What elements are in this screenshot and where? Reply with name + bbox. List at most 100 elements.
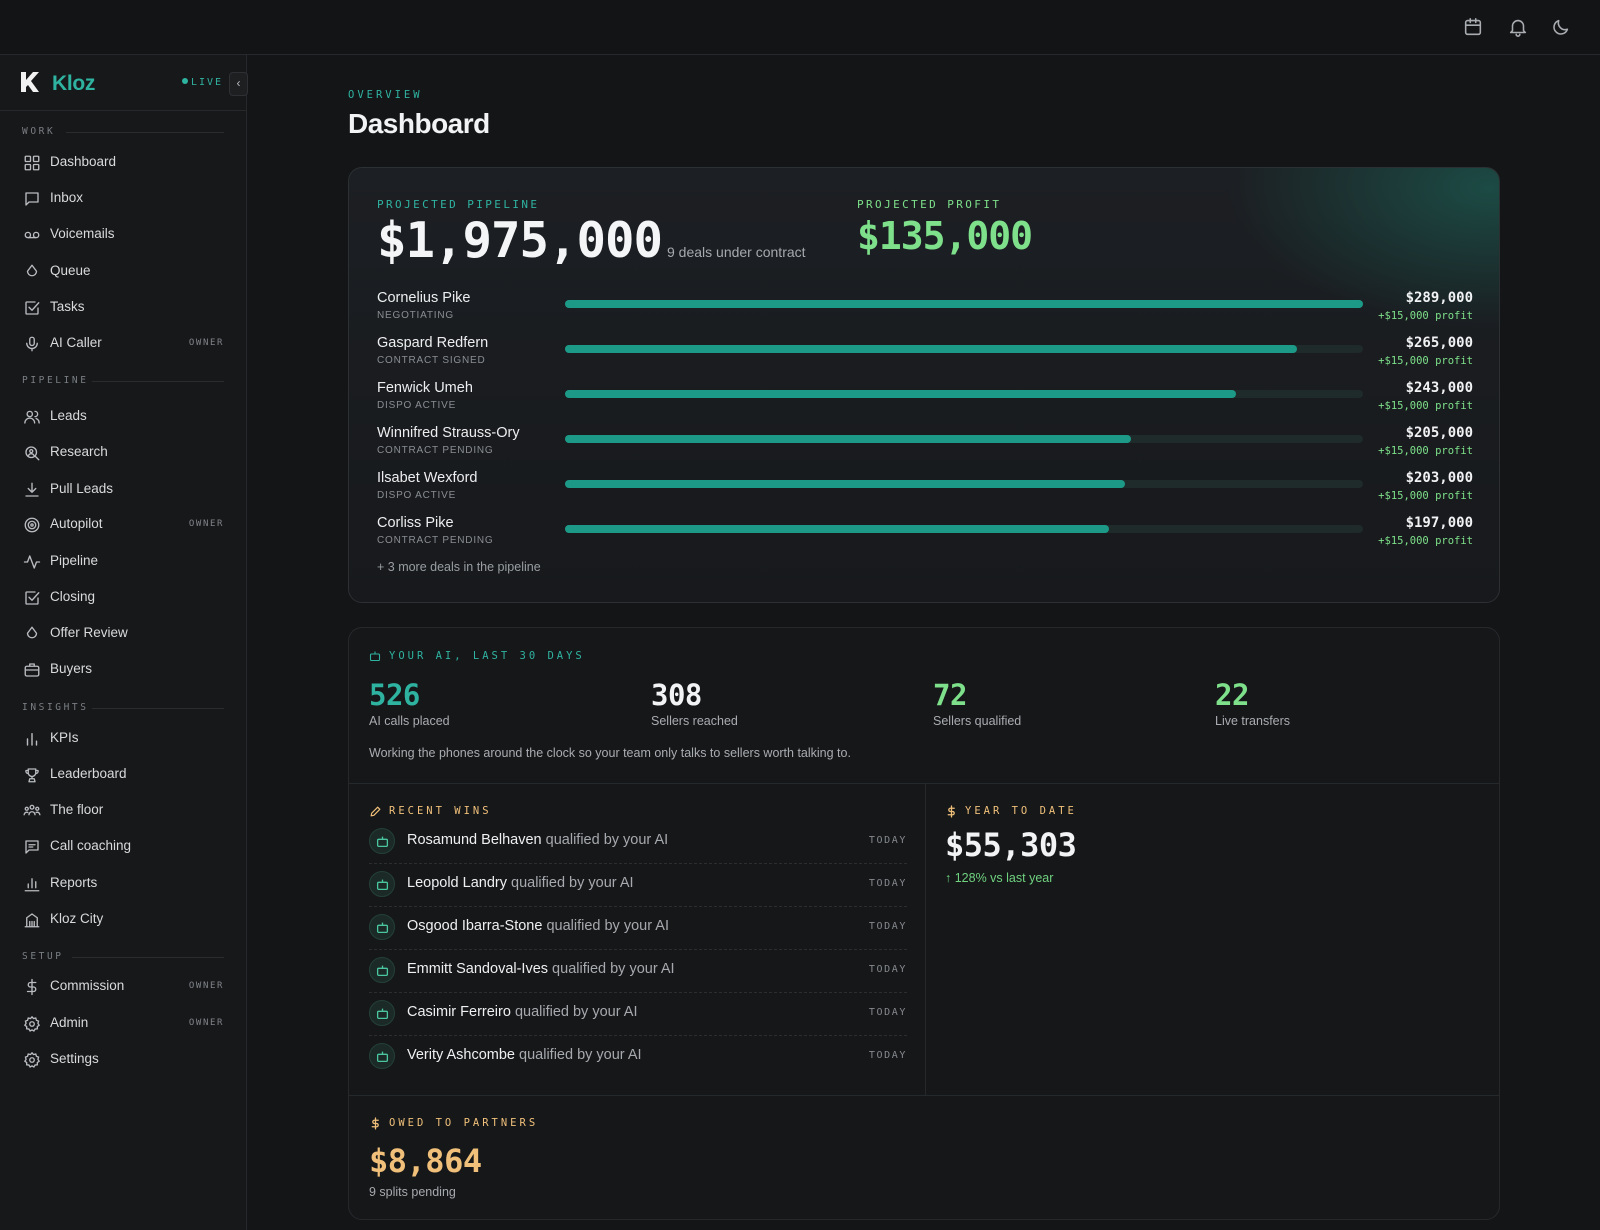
arrow-up-icon: ↑ — [945, 871, 955, 885]
sidebar-item-tasks[interactable]: Tasks — [14, 292, 234, 324]
sidebar-item-label: Inbox — [50, 190, 84, 205]
dollar-icon — [369, 1117, 382, 1130]
sidebar-item-pipeline[interactable]: Pipeline — [14, 546, 234, 578]
win-action: qualified by your AI — [542, 918, 669, 934]
profit-value: $135,000 — [857, 214, 1033, 258]
deal-progress-fill — [565, 525, 1110, 533]
live-status: LIVE — [182, 77, 223, 88]
sidebar-item-autopilot[interactable]: Autopilot OWNER — [14, 509, 234, 541]
deal-row[interactable]: Cornelius Pike NEGOTIATING $289,000 +$15… — [377, 290, 1473, 330]
win-time: TODAY — [868, 964, 907, 975]
sidebar-item-label: Pipeline — [50, 553, 99, 568]
deal-row[interactable]: Winnifred Strauss-Ory CONTRACT PENDING $… — [377, 425, 1473, 465]
deal-status: NEGOTIATING — [377, 310, 454, 321]
sidebar-item-inbox[interactable]: Inbox — [14, 183, 234, 215]
sidebar-item-label: Research — [50, 444, 108, 459]
list-item[interactable]: Rosamund Belhaven qualified by your AI T… — [369, 821, 907, 864]
ytd-label: YEAR TO DATE — [965, 805, 1077, 817]
robot-icon — [376, 1008, 389, 1020]
deal-progress-track — [565, 525, 1363, 533]
section-setup: SETUP — [22, 951, 64, 962]
deal-amount: $205,000 — [1405, 425, 1473, 441]
deal-name: Ilsabet Wexford — [377, 470, 478, 486]
deal-row[interactable]: Fenwick Umeh DISPO ACTIVE $243,000 +$15,… — [377, 380, 1473, 420]
sidebar-item-label: Voicemails — [50, 226, 115, 241]
ytd-delta-text: 128% vs last year — [954, 871, 1054, 885]
sidebar-item-ai-caller[interactable]: AI Caller OWNER — [14, 328, 234, 360]
win-action: qualified by your AI — [510, 1004, 638, 1020]
list-item[interactable]: Verity Ashcombe qualified by your AI TOD… — [369, 1036, 907, 1079]
stat-calls-label: AI calls placed — [369, 714, 450, 728]
sidebar-item-label: Closing — [50, 589, 96, 604]
deal-progress-fill — [565, 435, 1131, 443]
sidebar-item-call-coaching[interactable]: Call coaching — [14, 831, 234, 863]
win-badge — [369, 957, 395, 983]
deal-progress-track — [565, 390, 1363, 398]
sidebar-item-voicemails[interactable]: Voicemails — [14, 219, 234, 251]
win-time: TODAY — [868, 1050, 907, 1061]
win-action: qualified by your AI — [515, 1047, 642, 1063]
deal-row[interactable]: Gaspard Redfern CONTRACT SIGNED $265,000… — [377, 335, 1473, 375]
moon-icon[interactable] — [1550, 16, 1572, 38]
sidebar-item-kloz-city[interactable]: Kloz City — [14, 904, 234, 936]
win-name: Rosamund Belhaven — [407, 832, 542, 848]
divider — [349, 1095, 1499, 1096]
sidebar-item-admin[interactable]: Admin OWNER — [14, 1008, 234, 1040]
deal-profit: +$15,000 profit — [1378, 310, 1473, 322]
collapse-sidebar-button[interactable]: ‹ — [229, 72, 248, 96]
win-text: Casimir Ferreiro qualified by your AI — [407, 1004, 637, 1020]
sidebar-item-settings[interactable]: Settings — [14, 1044, 234, 1076]
sidebar-item-closing[interactable]: Closing — [14, 582, 234, 614]
deal-progress-fill — [565, 345, 1297, 353]
deal-row[interactable]: Ilsabet Wexford DISPO ACTIVE $203,000 +$… — [377, 470, 1473, 510]
sidebar-item-leaderboard[interactable]: Leaderboard — [14, 759, 234, 791]
sidebar-item-dashboard[interactable]: Dashboard — [14, 147, 234, 179]
more-deals-link[interactable]: + 3 more deals in the pipeline — [377, 560, 541, 574]
deal-profit: +$15,000 profit — [1378, 400, 1473, 412]
sidebar-item-buyers[interactable]: Buyers — [14, 654, 234, 686]
deal-amount: $203,000 — [1405, 470, 1473, 486]
bell-icon[interactable] — [1507, 16, 1529, 38]
sidebar-item-label: Commission — [50, 978, 125, 993]
deal-amount: $289,000 — [1405, 290, 1473, 306]
section-insights: INSIGHTS — [22, 702, 89, 713]
win-text: Osgood Ibarra-Stone qualified by your AI — [407, 918, 669, 934]
calendar-icon[interactable] — [1462, 16, 1484, 38]
sidebar: Kloz LIVE ‹ WORK Dashboard Inbox Voicema… — [0, 55, 248, 1230]
sidebar-item-commission[interactable]: Commission OWNER — [14, 971, 234, 1003]
sidebar-item-the-floor[interactable]: The floor — [14, 795, 234, 827]
deal-profit: +$15,000 profit — [1378, 535, 1473, 547]
divider — [925, 783, 926, 1095]
sidebar-item-queue[interactable]: Queue — [14, 256, 234, 288]
list-item[interactable]: Leopold Landry qualified by your AI TODA… — [369, 864, 907, 907]
robot-icon — [369, 650, 381, 662]
list-item[interactable]: Osgood Ibarra-Stone qualified by your AI… — [369, 907, 907, 950]
sidebar-item-kpis[interactable]: KPIs — [14, 723, 234, 755]
list-item[interactable]: Casimir Ferreiro qualified by your AI TO… — [369, 993, 907, 1036]
deal-amount: $265,000 — [1405, 335, 1473, 351]
deal-row[interactable]: Corliss Pike CONTRACT PENDING $197,000 +… — [377, 515, 1473, 555]
users-icon — [23, 408, 41, 426]
sidebar-item-pull-leads[interactable]: Pull Leads — [14, 474, 234, 506]
sidebar-item-offer-review[interactable]: Offer Review — [14, 618, 234, 650]
brand-name[interactable]: Kloz — [52, 72, 96, 95]
win-action: qualified by your AI — [548, 961, 675, 977]
list-item[interactable]: Emmitt Sandoval-Ives qualified by your A… — [369, 950, 907, 993]
owner-badge: OWNER — [188, 1018, 224, 1028]
deal-status: CONTRACT PENDING — [377, 535, 494, 546]
sidebar-item-research[interactable]: Research — [14, 437, 234, 469]
robot-icon — [376, 1051, 389, 1063]
top-bar — [0, 0, 1600, 55]
drop-icon — [23, 625, 41, 643]
profit-label: PROJECTED PROFIT — [857, 198, 1002, 211]
sidebar-item-leads[interactable]: Leads — [14, 401, 234, 433]
sidebar-item-label: The floor — [50, 802, 104, 817]
live-label: LIVE — [191, 77, 224, 88]
divider — [72, 957, 224, 958]
stat-reached-value: 308 — [651, 678, 702, 712]
win-time: TODAY — [868, 835, 907, 846]
win-badge — [369, 1000, 395, 1026]
win-time: TODAY — [868, 1007, 907, 1018]
team-icon — [23, 802, 41, 820]
sidebar-item-reports[interactable]: Reports — [14, 868, 234, 900]
